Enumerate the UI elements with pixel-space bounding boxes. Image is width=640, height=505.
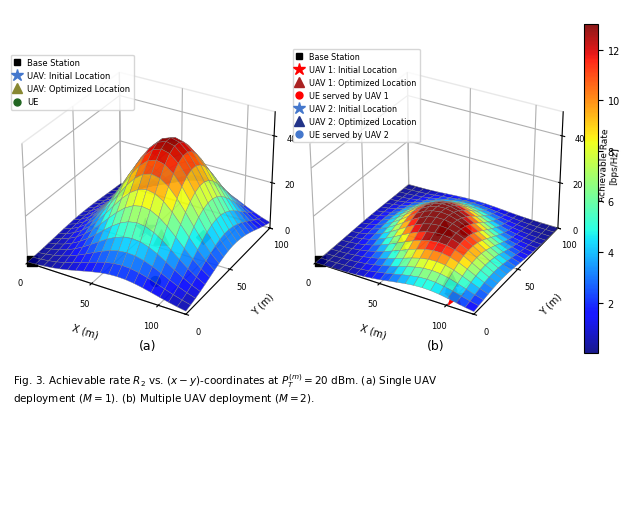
X-axis label: X (m): X (m) bbox=[70, 322, 99, 340]
Text: (a): (a) bbox=[138, 339, 156, 352]
Y-axis label: Y (m): Y (m) bbox=[250, 291, 275, 317]
Y-axis label: Y (m): Y (m) bbox=[538, 291, 563, 317]
Text: (b): (b) bbox=[426, 339, 444, 352]
Legend: Base Station, UAV: Initial Location, UAV: Optimized Location, UE: Base Station, UAV: Initial Location, UAV… bbox=[11, 56, 134, 111]
X-axis label: X (m): X (m) bbox=[358, 322, 387, 340]
Text: Fig. 3. Achievable rate $R_2$ vs. $(x-y)$-coordinates at $P_T^{(m)}=20$ dBm. (a): Fig. 3. Achievable rate $R_2$ vs. $(x-y)… bbox=[13, 371, 437, 405]
Legend: Base Station, UAV 1: Initial Location, UAV 1: Optimized Location, UE served by U: Base Station, UAV 1: Initial Location, U… bbox=[292, 50, 419, 143]
